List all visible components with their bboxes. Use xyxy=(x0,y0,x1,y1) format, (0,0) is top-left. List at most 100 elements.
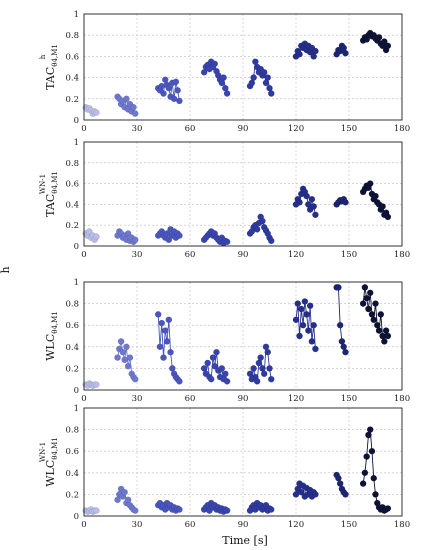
data-point xyxy=(366,426,374,433)
data-point xyxy=(379,203,386,210)
data-point xyxy=(294,300,302,307)
y-tick-label: 0.2 xyxy=(65,490,79,500)
data-point xyxy=(209,354,217,361)
y-label-main: WLC xyxy=(44,334,57,361)
y-label-superscript: h xyxy=(39,54,47,59)
data-point xyxy=(342,49,349,57)
data-point xyxy=(126,354,134,361)
data-point xyxy=(220,74,227,81)
data-point xyxy=(165,84,173,92)
axes-frame xyxy=(83,281,403,391)
y-tick-label: 0.2 xyxy=(65,364,79,374)
panels: 0 30 60 90 120 150 18000.20.40.60.81TACθ4,M1h0… xyxy=(39,10,410,530)
x-tick-label: 150 xyxy=(341,520,357,530)
data-point xyxy=(223,507,231,514)
data-point xyxy=(213,348,220,356)
data-point xyxy=(375,327,383,334)
data-point xyxy=(131,507,139,514)
data-point xyxy=(370,316,377,324)
data-point xyxy=(176,506,183,513)
data-point xyxy=(370,474,377,482)
data-point xyxy=(223,238,231,246)
data-point xyxy=(93,381,100,388)
data-point xyxy=(165,316,173,324)
data-point xyxy=(312,211,319,219)
data-point xyxy=(131,110,139,117)
y-label-main: TAC xyxy=(44,67,57,90)
data-point xyxy=(306,302,314,310)
y-label-main: TAC xyxy=(44,194,57,217)
y-tick-label: 1 xyxy=(74,138,79,148)
data-point xyxy=(211,362,218,370)
data-point xyxy=(162,327,169,334)
data-point xyxy=(266,365,273,372)
data-point xyxy=(121,488,128,496)
y-tick-label: 0.8 xyxy=(65,159,79,169)
data-point xyxy=(124,496,132,504)
data-point xyxy=(366,180,374,187)
y-tick-label: 0.4 xyxy=(65,200,79,210)
y-tick-label: 0.6 xyxy=(65,321,79,331)
data-point xyxy=(123,343,130,351)
x-tick-label: 150 xyxy=(341,394,357,404)
data-point xyxy=(250,74,257,81)
data-point xyxy=(158,319,165,327)
x-tick-label: 120 xyxy=(288,520,304,530)
data-point xyxy=(308,195,316,203)
x-tick-label: 120 xyxy=(288,124,304,134)
data-point xyxy=(253,226,261,233)
data-point xyxy=(336,480,344,487)
data-point xyxy=(131,236,139,244)
data-point xyxy=(223,378,231,385)
x-tick-label: 180 xyxy=(394,250,410,260)
data-point xyxy=(366,289,374,297)
data-point xyxy=(165,236,173,244)
data-point xyxy=(384,505,392,512)
data-point xyxy=(312,491,319,498)
x-axis-label: Time [s] xyxy=(222,534,268,547)
data-point xyxy=(200,365,208,372)
data-point xyxy=(158,82,165,90)
y-axis-label: WLCθ4,M1 xyxy=(44,437,59,487)
data-point xyxy=(377,311,385,318)
data-point xyxy=(340,343,347,351)
data-point xyxy=(260,69,268,76)
data-point xyxy=(174,87,181,94)
data-point xyxy=(338,338,346,345)
x-tick-label: 0 xyxy=(81,124,86,134)
data-point xyxy=(303,311,310,318)
data-point xyxy=(361,469,369,477)
y-tick-label: 0.6 xyxy=(65,180,79,190)
data-point xyxy=(365,305,372,313)
data-point xyxy=(130,104,137,111)
data-point xyxy=(124,362,132,370)
y-tick-label: 0.4 xyxy=(65,343,79,353)
x-tick-label: 60 xyxy=(185,520,196,530)
panel-3: 0 30 60 90 120 150 180 0 0.2 0.4 0.6 0.8 1 WLCθ4,M1 xyxy=(44,278,410,404)
y-tick-label: 0.8 xyxy=(65,31,79,41)
data-point xyxy=(298,305,305,313)
data-point xyxy=(359,480,367,487)
data-point xyxy=(384,213,392,221)
y-tick-label: 1 xyxy=(74,10,79,20)
x-tick-label: 150 xyxy=(341,124,357,134)
data-point xyxy=(218,365,226,372)
data-point xyxy=(264,348,271,356)
data-point xyxy=(335,284,342,291)
data-point xyxy=(154,311,162,318)
data-point xyxy=(363,294,370,302)
data-point xyxy=(308,338,316,345)
data-point xyxy=(296,199,303,206)
panel-4: 0 30 60 90 120 150 18000.20.40.60.81WLCθ4,M1WN… xyxy=(39,404,410,530)
y-label-subscript: θ4,M1 xyxy=(51,311,59,334)
data-point xyxy=(93,507,100,514)
data-point xyxy=(204,359,211,367)
data-point xyxy=(253,378,261,385)
y-label-superscript: WN-1 xyxy=(39,442,47,462)
data-point xyxy=(211,60,218,68)
x-tick-label: 0 xyxy=(81,394,86,404)
data-point xyxy=(382,327,390,334)
y-tick-label: 0.8 xyxy=(65,300,79,310)
x-tick-label: 180 xyxy=(394,520,410,530)
